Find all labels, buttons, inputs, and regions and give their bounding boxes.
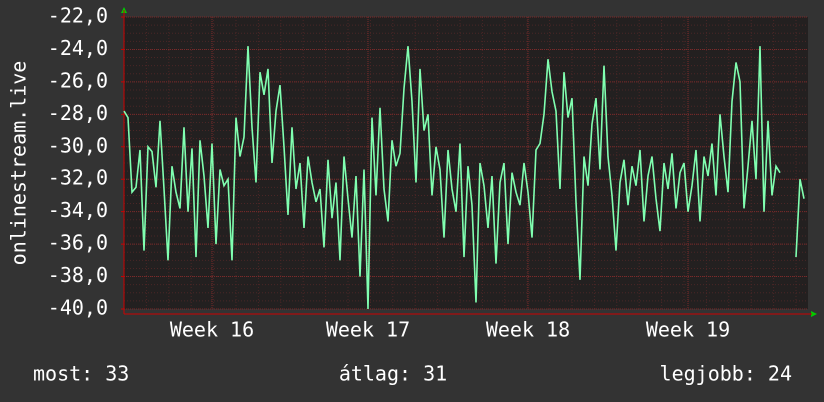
axis-arrow xyxy=(811,311,817,317)
y-tick-label: -36,0 xyxy=(48,231,108,255)
y-tick-label: -34,0 xyxy=(48,198,108,222)
x-tick-label: Week 17 xyxy=(326,318,410,342)
y-tick-label: -30,0 xyxy=(48,133,108,157)
y-tick-label: -26,0 xyxy=(48,68,108,92)
y-tick-label: -28,0 xyxy=(48,101,108,125)
legend-max: legjobb: 24 xyxy=(660,362,792,386)
y-tick-label: -24,0 xyxy=(48,36,108,60)
y-axis-label: onlinestream.live xyxy=(7,61,31,266)
legend-current: most: 33 xyxy=(33,362,129,386)
x-tick-label: Week 19 xyxy=(646,318,730,342)
y-tick-label: -22,0 xyxy=(48,4,108,28)
x-tick-label: Week 16 xyxy=(170,318,254,342)
y-tick-label: -38,0 xyxy=(48,263,108,287)
x-tick-label: Week 18 xyxy=(486,318,570,342)
legend-average: átlag: 31 xyxy=(339,362,447,386)
y-tick-label: -40,0 xyxy=(48,296,108,320)
y-tick-label: -32,0 xyxy=(48,166,108,190)
data-line xyxy=(123,46,805,310)
